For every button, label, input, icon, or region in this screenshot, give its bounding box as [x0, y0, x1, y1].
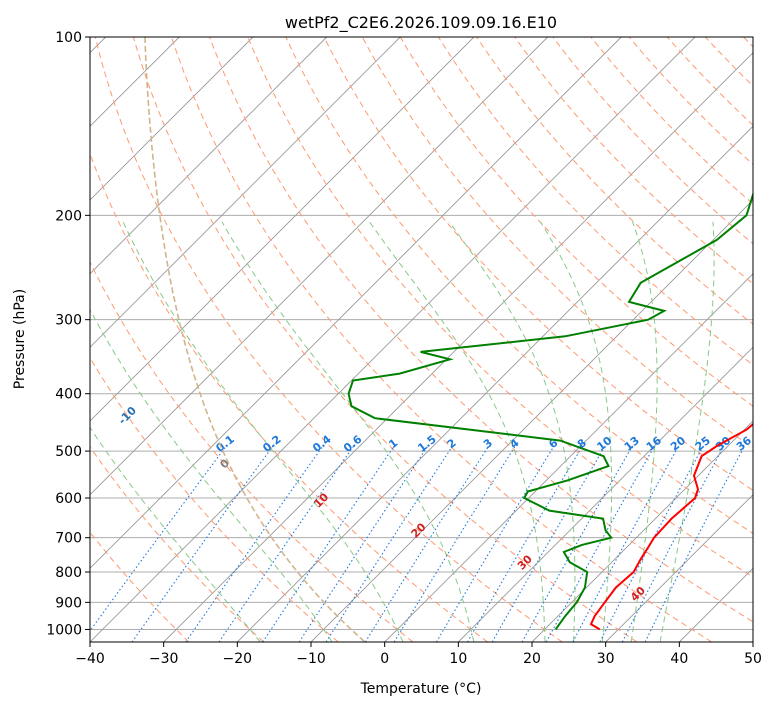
- moist-adiabat: [90, 426, 261, 642]
- x-tick-label: 40: [670, 651, 688, 667]
- x-tick-label: 20: [523, 651, 541, 667]
- mixing-ratio-label: 1: [386, 436, 400, 451]
- dry-adiabat: [90, 531, 190, 642]
- isotherm-line: [457, 346, 753, 642]
- isotherm-line: [90, 37, 254, 201]
- y-tick-label: 800: [55, 565, 82, 581]
- moist-adiabat: [90, 308, 333, 642]
- mixing-ratio-line: [393, 445, 516, 642]
- dry-adiabat-label: 40: [628, 584, 648, 604]
- x-tick-label: 10: [449, 651, 467, 667]
- isotherm-line: [90, 37, 622, 569]
- x-tick-label: −30: [149, 651, 179, 667]
- isotherm-line: [90, 37, 328, 275]
- mixing-ratio-line: [364, 445, 490, 642]
- dewpoint-profile: [347, 191, 753, 630]
- isotherm-line: [752, 641, 753, 642]
- y-tick-label: 1000: [46, 622, 82, 638]
- x-tick-label: 30: [597, 651, 615, 667]
- plot-frame: [89, 36, 754, 643]
- y-tick-label: 500: [55, 444, 82, 460]
- isotherm-line: [90, 37, 696, 642]
- dry-adiabat: [323, 37, 753, 491]
- isotherm-line: [678, 567, 753, 642]
- isotherm-line: [90, 37, 475, 422]
- y-tick-label: 400: [55, 387, 82, 403]
- plot-area: 0.10.20.40.611.52346810131620253036-100-…: [90, 37, 754, 642]
- parcel-curve: [144, 37, 366, 642]
- mixing-ratio-line: [298, 445, 429, 642]
- mixing-ratio-label: 2: [445, 436, 459, 451]
- moist-adiabat: [122, 221, 404, 642]
- mixing-ratio-line: [621, 445, 725, 642]
- dry-adiabat: [90, 446, 264, 642]
- moist-adiabat: [221, 221, 475, 642]
- dry-adiabat: [666, 37, 753, 126]
- mixing-ratio-label: 4: [508, 436, 522, 451]
- mixing-ratio-line: [599, 445, 704, 642]
- mixing-ratio-line: [325, 445, 454, 642]
- moist-adiabat: [659, 221, 715, 642]
- moist-adiabat: [448, 221, 576, 642]
- x-axis-title: Temperature (°C): [360, 681, 482, 697]
- dry-adiabat: [94, 37, 563, 642]
- temperature-profile: [589, 422, 753, 631]
- moist-adiabat: [368, 221, 546, 642]
- isotherm-line: [384, 273, 753, 642]
- mixing-ratio-line: [545, 445, 656, 642]
- dry-adiabat: [209, 37, 753, 623]
- dry-adiabat: [171, 37, 712, 642]
- dry-adiabat: [90, 356, 339, 642]
- dry-adiabat: [90, 260, 414, 642]
- moist-adiabat: [630, 221, 658, 642]
- mixing-ratio-line: [644, 445, 746, 642]
- y-tick-label: 300: [55, 313, 82, 329]
- dry-adiabat-label: 0: [217, 456, 232, 471]
- x-tick-label: −40: [75, 651, 105, 667]
- mixing-ratio-line: [90, 445, 227, 632]
- dry-adiabat: [132, 37, 638, 642]
- y-tick-label: 200: [55, 208, 82, 224]
- isotherm-line: [236, 125, 753, 642]
- x-tick-label: −10: [296, 651, 326, 667]
- mixing-ratio-line: [185, 445, 324, 642]
- mixing-ratio-line: [521, 445, 633, 642]
- mixing-ratio-label: 36: [734, 434, 754, 454]
- x-tick-label: 50: [744, 651, 762, 667]
- isotherm-line: [90, 37, 549, 496]
- dry-adiabat: [704, 37, 753, 87]
- isotherm-line: [531, 420, 753, 642]
- dry-adiabat: [743, 37, 753, 48]
- mixing-ratio-line: [131, 445, 274, 642]
- y-tick-label: 700: [55, 531, 82, 547]
- x-tick-label: −20: [223, 651, 253, 667]
- isotherm-line: [163, 52, 753, 642]
- y-axis-title: Pressure (hPa): [12, 289, 28, 389]
- y-tick-label: 100: [55, 30, 82, 46]
- mixing-ratio-line: [435, 445, 555, 642]
- dry-adiabat: [476, 37, 753, 325]
- x-tick-label: 0: [380, 651, 389, 667]
- dry-adiabat: [552, 37, 753, 245]
- isotherm-line: [605, 494, 753, 642]
- y-tick-label: 600: [55, 491, 82, 507]
- dry-adiabat: [90, 152, 488, 642]
- isotherm-line: [90, 37, 401, 348]
- dry-adiabat: [437, 37, 753, 366]
- dry-adiabat-label: 10: [311, 490, 331, 510]
- y-tick-label: 900: [55, 595, 82, 611]
- dry-adiabat: [590, 37, 753, 205]
- mixing-ratio-line: [262, 445, 395, 642]
- axis-ticks: −40 −30 −20 −10 0 10 20 30 40 5010009008007006005…: [46, 30, 762, 667]
- dry-adiabat-label: -10: [116, 404, 139, 427]
- dry-adiabat: [247, 37, 753, 578]
- mixing-ratio-line: [218, 445, 355, 642]
- dry-adiabat: [514, 37, 753, 285]
- mixing-ratio-label: 3: [481, 436, 495, 451]
- mixing-ratio-line: [467, 445, 584, 642]
- chart-title: wetPf2_C2E6.2026.109.09.16.E10: [285, 13, 557, 33]
- moist-adiabat: [539, 221, 613, 642]
- dry-adiabat: [285, 37, 753, 535]
